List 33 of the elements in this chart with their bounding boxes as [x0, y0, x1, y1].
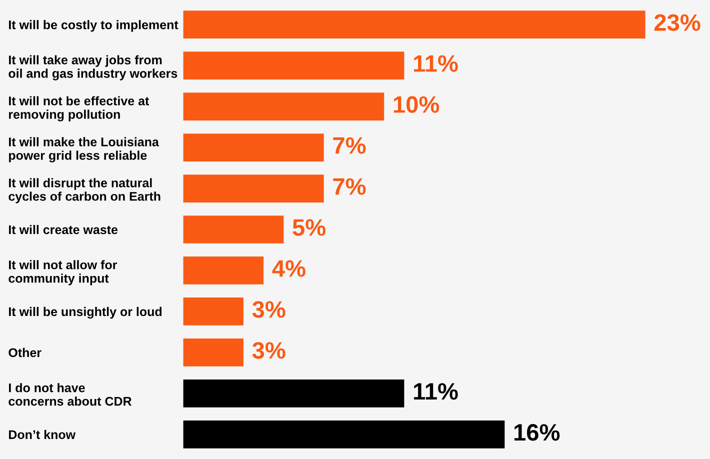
y-tick-label: It will make the Louisiana power grid less reliable — [9, 137, 159, 162]
y-tick-label: It will not allow for community input — [8, 260, 118, 286]
bar — [183, 216, 284, 244]
data-label: 5% — [292, 219, 326, 236]
data-label: 4% — [272, 260, 306, 277]
data-label: 11% — [414, 383, 458, 400]
y-tick-label: It will be costly to implement — [9, 20, 178, 32]
data-label: 11% — [414, 55, 458, 72]
data-label: 23% — [654, 14, 700, 31]
data-label: 16% — [514, 424, 560, 441]
y-tick-label: Don’t know — [9, 430, 76, 440]
bar — [183, 256, 264, 284]
bar — [183, 92, 384, 120]
y-tick-label: I do not have concerns about CDR — [8, 383, 132, 406]
y-tick-label: Other — [8, 348, 42, 358]
bar — [183, 420, 505, 448]
bar — [183, 379, 404, 408]
bar — [183, 134, 324, 162]
data-label: 3% — [252, 301, 286, 318]
data-label: 7% — [333, 137, 366, 154]
bar — [183, 338, 244, 366]
bar — [183, 174, 324, 202]
bar — [183, 298, 244, 326]
y-tick-label: It will not be effective at removing pollution — [9, 96, 150, 122]
y-tick-label: It will disrupt the natural cycles of carbon on Earth — [8, 178, 160, 204]
y-tick-label: It will take away jobs from oil and gas industry workers — [8, 55, 178, 80]
bar — [183, 52, 404, 80]
data-label: 10% — [394, 96, 440, 113]
bar — [183, 10, 646, 39]
y-tick-label: It will create waste — [9, 224, 118, 234]
data-label: 7% — [333, 178, 366, 195]
data-label: 3% — [252, 342, 286, 359]
y-tick-label: It will be unsightly or loud — [9, 306, 162, 319]
